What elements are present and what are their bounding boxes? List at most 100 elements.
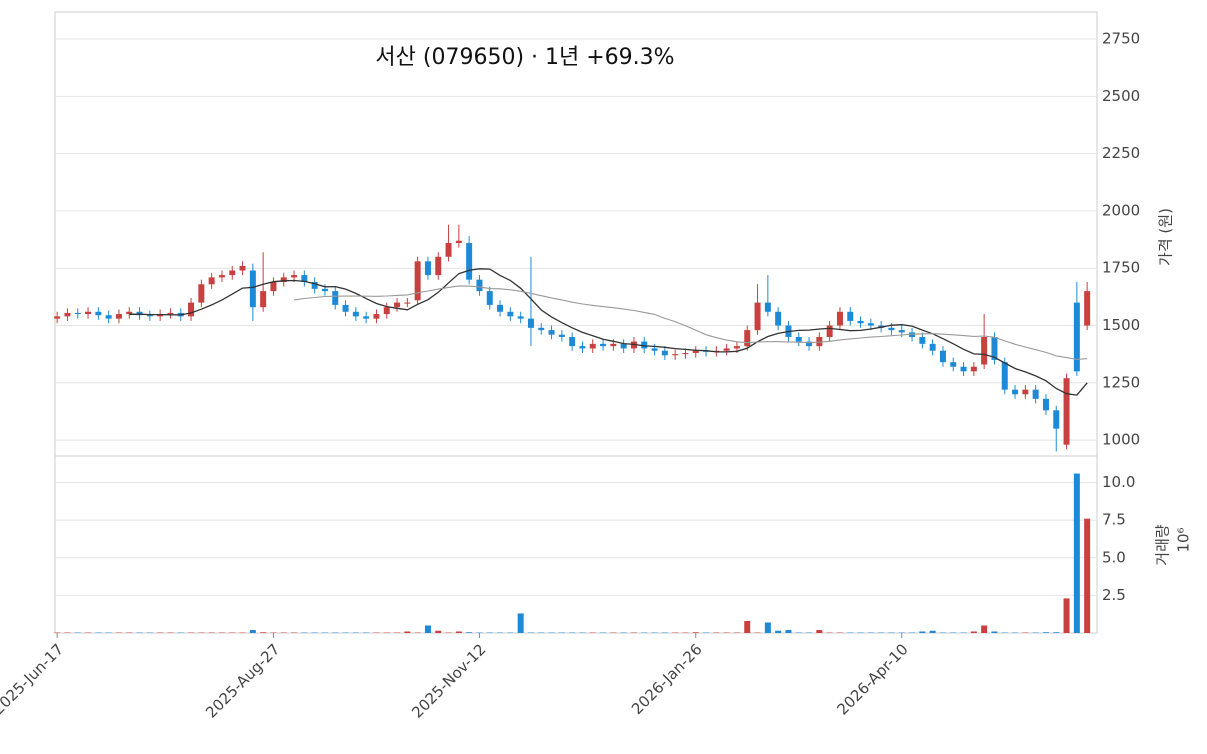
- candle-body: [260, 291, 266, 307]
- candle-body: [507, 312, 513, 317]
- candle-body: [652, 348, 658, 350]
- candle-body: [1033, 390, 1039, 399]
- candle-body: [569, 337, 575, 346]
- volume-bar: [1074, 474, 1080, 633]
- plot-frame: [55, 12, 1097, 633]
- candle-body: [1064, 378, 1070, 444]
- candle-body: [528, 319, 534, 328]
- candle-body: [600, 344, 606, 346]
- volume-bar: [404, 631, 410, 633]
- candle-body: [827, 326, 833, 337]
- candle-body: [682, 353, 688, 354]
- candle-body: [270, 282, 276, 291]
- volume-bar: [456, 631, 462, 633]
- candle-body: [291, 275, 297, 277]
- volume-axis-label: 거래량: [1154, 524, 1172, 566]
- candle-body: [971, 367, 977, 372]
- candle-body: [1043, 399, 1049, 410]
- candle-body: [54, 316, 60, 318]
- volume-bar: [518, 613, 524, 633]
- candle-body: [106, 315, 112, 318]
- candle-body: [847, 312, 853, 321]
- x-tick-label: 2026-Jan-26: [628, 640, 706, 718]
- candle-body: [579, 346, 585, 348]
- volume-bar: [260, 632, 266, 633]
- volume-bar: [971, 631, 977, 633]
- volume-bar: [744, 621, 750, 633]
- candle-body: [1053, 410, 1059, 428]
- candle-body: [384, 307, 390, 314]
- candle-body: [1022, 390, 1028, 395]
- candle-body: [621, 344, 627, 349]
- candle-body: [415, 261, 421, 300]
- volume-tick-label: 5.0: [1102, 548, 1126, 566]
- volume-bar: [930, 631, 936, 633]
- candle-body: [837, 312, 843, 326]
- candle-body: [765, 303, 771, 312]
- candle-body: [559, 335, 565, 337]
- x-tick-label: 2025-Aug-27: [202, 640, 283, 721]
- candle-body: [868, 323, 874, 325]
- y-tick-label: 2500: [1102, 87, 1140, 105]
- candle-body: [734, 346, 740, 348]
- volume-unit: 10⁶: [1175, 527, 1193, 552]
- candle-body: [919, 337, 925, 344]
- candle-body: [219, 275, 225, 277]
- candle-body: [755, 303, 761, 331]
- candle-body: [796, 337, 802, 342]
- volume-tick-label: 7.5: [1102, 511, 1126, 529]
- volume-bar: [775, 631, 781, 633]
- y-tick-label: 2250: [1102, 144, 1140, 162]
- candle-body: [1012, 390, 1018, 395]
- candle-body: [930, 344, 936, 351]
- candle-body: [240, 266, 246, 271]
- volume-bar: [785, 630, 791, 633]
- y-axis-label: 가격 (원): [1157, 208, 1175, 266]
- candle-body: [85, 312, 91, 314]
- y-tick-label: 1250: [1102, 373, 1140, 391]
- candle-body: [167, 313, 173, 314]
- x-tick-label: 2025-Nov-12: [408, 640, 489, 721]
- candle-body: [116, 314, 122, 319]
- candle-body: [95, 312, 101, 315]
- candle-body: [332, 291, 338, 305]
- candle-body: [940, 351, 946, 362]
- candle-body: [662, 351, 668, 356]
- candle-body: [961, 367, 967, 372]
- y-tick-label: 1500: [1102, 316, 1140, 334]
- candle-body: [497, 305, 503, 312]
- volume-bar: [250, 630, 256, 633]
- candle-body: [466, 243, 472, 280]
- candle-body: [363, 316, 369, 318]
- candle-body: [456, 241, 462, 243]
- volume-bar: [425, 625, 431, 633]
- volume-tick-label: 2.5: [1102, 586, 1126, 604]
- candle-body: [672, 354, 678, 355]
- candle-body: [75, 313, 81, 314]
- candle-body: [899, 330, 905, 332]
- candle-body: [775, 312, 781, 326]
- candle-body: [858, 321, 864, 323]
- candle-body: [950, 362, 956, 367]
- volume-tick-label: 10.0: [1102, 473, 1135, 491]
- candle-body: [549, 330, 555, 335]
- volume-bar: [919, 631, 925, 633]
- candle-body: [435, 257, 441, 275]
- volume-bar: [765, 622, 771, 633]
- candle-body: [425, 261, 431, 275]
- candle-body: [147, 315, 153, 316]
- candle-body: [744, 330, 750, 346]
- candle-body: [487, 291, 493, 305]
- candle-body: [693, 351, 699, 353]
- candle-body: [981, 337, 987, 365]
- candle-body: [229, 271, 235, 276]
- y-tick-label: 1750: [1102, 259, 1140, 277]
- candle-body: [404, 303, 410, 304]
- candle-body: [322, 289, 328, 291]
- volume-bar: [1053, 632, 1059, 633]
- moving-average: [294, 286, 1087, 360]
- volume-bar: [1043, 632, 1049, 633]
- y-tick-label: 2750: [1102, 30, 1140, 48]
- x-tick-label: 2026-Apr-10: [833, 640, 911, 718]
